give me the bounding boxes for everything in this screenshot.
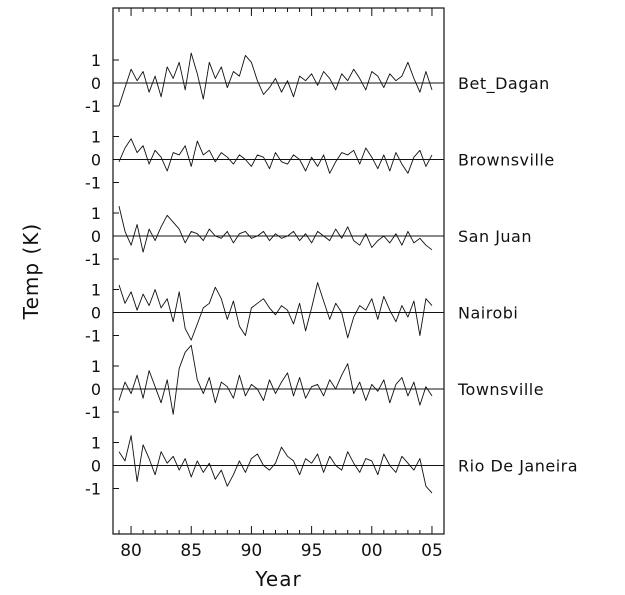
station-panel: 1 0 -1 Nairobi: [85, 281, 518, 346]
x-axis: 80 85 90 95 00 05: [118, 8, 445, 561]
x-tick-label: 00: [361, 541, 383, 561]
x-tick-label: 80: [120, 541, 142, 561]
y-tick-label: -1: [85, 250, 101, 269]
x-tick-label: 95: [301, 541, 323, 561]
station-series-line: [118, 138, 433, 174]
y-tick-label: 1: [91, 204, 101, 223]
y-tick-label: 1: [91, 51, 101, 70]
plot-border: [112, 7, 445, 535]
station-panel: 1 0 -1 Bet_Dagan: [85, 51, 550, 116]
plot-frame: [112, 7, 445, 535]
station-label: Rio De Janeira: [458, 457, 578, 476]
station-series-line: [118, 52, 433, 107]
station-panel: 1 0 -1 Brownsville: [85, 128, 555, 193]
y-tick-label: 0: [91, 74, 101, 93]
station-series-line: [118, 282, 433, 341]
station-label: Bet_Dagan: [458, 74, 550, 94]
station-panels: 1 0 -1 Bet_Dagan 1 0 -1 Brownsville 1 0 -1 San Juan…: [85, 51, 578, 499]
y-tick-label: 1: [91, 128, 101, 147]
y-tick-label: 1: [91, 434, 101, 453]
station-panel: 1 0 -1 Rio De Janeira: [85, 434, 578, 499]
station-label: Brownsville: [458, 151, 555, 170]
y-tick-label: 0: [91, 304, 101, 323]
y-tick-label: -1: [85, 97, 101, 116]
y-tick-label: -1: [85, 403, 101, 422]
station-series-line: [118, 435, 433, 494]
x-tick-label: 85: [180, 541, 202, 561]
station-label: Townsville: [457, 380, 544, 399]
y-axis-label: Temp (K): [19, 223, 43, 320]
station-panel: 1 0 -1 Townsville: [85, 344, 544, 422]
station-label: San Juan: [458, 227, 532, 246]
y-tick-label: -1: [85, 480, 101, 499]
x-axis-label: Year: [254, 567, 301, 591]
y-tick-label: 1: [91, 357, 101, 376]
station-panel: 1 0 -1 San Juan: [85, 204, 532, 269]
x-tick-label: 90: [241, 541, 263, 561]
x-tick-label: 05: [421, 541, 443, 561]
y-tick-label: -1: [85, 327, 101, 346]
station-series-line: [118, 344, 433, 415]
y-tick-label: 0: [91, 380, 101, 399]
y-tick-label: -1: [85, 174, 101, 193]
y-tick-label: 0: [91, 227, 101, 246]
y-tick-label: 0: [91, 151, 101, 170]
station-series-line: [118, 205, 433, 253]
y-tick-label: 0: [91, 457, 101, 476]
station-label: Nairobi: [458, 304, 518, 323]
y-tick-label: 1: [91, 281, 101, 300]
